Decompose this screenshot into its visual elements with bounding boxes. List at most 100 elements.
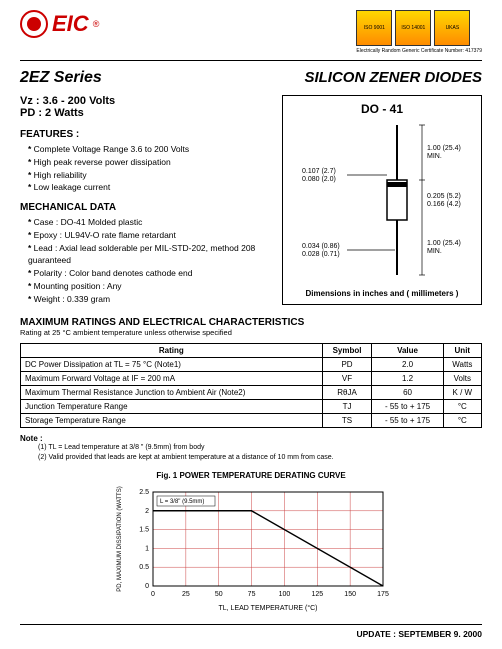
notes-list: (1) TL = Lead temperature at 3/8 " (9.5m… bbox=[20, 443, 482, 463]
logo-text: EIC bbox=[52, 11, 89, 37]
svg-text:0.166 (4.2): 0.166 (4.2) bbox=[427, 201, 461, 208]
content-row: Vz : 3.6 - 200 Volts PD : 2 Watts FEATUR… bbox=[20, 95, 482, 305]
left-column: Vz : 3.6 - 200 Volts PD : 2 Watts FEATUR… bbox=[20, 95, 270, 305]
svg-text:1.5: 1.5 bbox=[139, 526, 149, 533]
product-title: SILICON ZENER DIODES bbox=[304, 69, 482, 86]
cert-caption: Electrically Random Generic Certificate … bbox=[356, 48, 482, 54]
feature-item: Low leakage current bbox=[28, 181, 270, 194]
feature-item: High reliability bbox=[28, 169, 270, 182]
update-footer: UPDATE : SEPTEMBER 9. 2000 bbox=[20, 624, 482, 639]
svg-text:0.080 (2.0): 0.080 (2.0) bbox=[302, 176, 336, 183]
table-row: DC Power Dissipation at TL = 75 °C (Note… bbox=[21, 358, 482, 372]
svg-text:MIN.: MIN. bbox=[427, 153, 442, 160]
table-cell: °C bbox=[443, 414, 481, 428]
diode-outline-svg: 1.00 (25.4) MIN. 0.205 (5.2) 0.166 (4.2)… bbox=[292, 120, 472, 280]
series-name: 2EZ Series bbox=[20, 69, 102, 87]
table-cell: TJ bbox=[322, 400, 372, 414]
table-cell: - 55 to + 175 bbox=[372, 400, 443, 414]
logo-registered: ® bbox=[93, 19, 100, 29]
feature-item: High peak reverse power dissipation bbox=[28, 156, 270, 169]
svg-text:1.00 (25.4): 1.00 (25.4) bbox=[427, 240, 461, 247]
table-cell: VF bbox=[322, 372, 372, 386]
table-cell: Maximum Forward Voltage at IF = 200 mA bbox=[21, 372, 323, 386]
table-cell: Junction Temperature Range bbox=[21, 400, 323, 414]
table-cell: Watts bbox=[443, 358, 481, 372]
table-header-row: Rating Symbol Value Unit bbox=[21, 344, 482, 358]
svg-text:75: 75 bbox=[248, 591, 256, 598]
mechanical-heading: MECHANICAL DATA bbox=[20, 202, 270, 213]
package-diagram: DO - 41 1.00 (25.4) MIN. 0.205 (5.2) 0.1… bbox=[282, 95, 482, 305]
svg-text:TL, LEAD TEMPERATURE (°C): TL, LEAD TEMPERATURE (°C) bbox=[219, 604, 318, 612]
svg-text:0.028 (0.71): 0.028 (0.71) bbox=[302, 251, 340, 258]
dim-lead-len-top: 1.00 (25.4) bbox=[427, 145, 461, 152]
svg-text:50: 50 bbox=[215, 591, 223, 598]
table-row: Junction Temperature RangeTJ- 55 to + 17… bbox=[21, 400, 482, 414]
note-item: (2) Valid provided that leads are kept a… bbox=[38, 453, 482, 463]
features-heading: FEATURES : bbox=[20, 129, 270, 140]
mech-item: Lead : Axial lead solderable per MIL-STD… bbox=[28, 242, 270, 268]
package-name: DO - 41 bbox=[289, 102, 475, 116]
svg-text:100: 100 bbox=[279, 591, 291, 598]
svg-text:0.5: 0.5 bbox=[139, 564, 149, 571]
chart-svg: 025507510012515017500.511.522.5TL, LEAD … bbox=[111, 484, 391, 614]
table-cell: TS bbox=[322, 414, 372, 428]
svg-text:L = 3/8" (9.5mm): L = 3/8" (9.5mm) bbox=[160, 499, 204, 505]
col-symbol: Symbol bbox=[322, 344, 372, 358]
col-value: Value bbox=[372, 344, 443, 358]
table-cell: PD bbox=[322, 358, 372, 372]
table-cell: 1.2 bbox=[372, 372, 443, 386]
spec-vz: Vz : 3.6 - 200 Volts bbox=[20, 95, 270, 107]
spec-pd: PD : 2 Watts bbox=[20, 107, 270, 119]
derating-chart: 025507510012515017500.511.522.5TL, LEAD … bbox=[20, 484, 482, 614]
svg-text:0: 0 bbox=[145, 583, 149, 590]
col-rating: Rating bbox=[21, 344, 323, 358]
mech-item: Epoxy : UL94V-O rate flame retardant bbox=[28, 229, 270, 242]
diagram-caption: Dimensions in inches and ( millimeters ) bbox=[283, 289, 481, 298]
mech-item: Weight : 0.339 gram bbox=[28, 293, 270, 306]
table-cell: °C bbox=[443, 400, 481, 414]
title-row: 2EZ Series SILICON ZENER DIODES bbox=[20, 69, 482, 87]
svg-text:0.107 (2.7): 0.107 (2.7) bbox=[302, 168, 336, 175]
chart-title: Fig. 1 POWER TEMPERATURE DERATING CURVE bbox=[20, 471, 482, 480]
svg-text:MIN.: MIN. bbox=[427, 248, 442, 255]
svg-text:0: 0 bbox=[151, 591, 155, 598]
notes-heading: Note : bbox=[20, 434, 482, 443]
cert-badge: ISO 9001 bbox=[356, 10, 392, 46]
svg-text:2.5: 2.5 bbox=[139, 489, 149, 496]
svg-text:150: 150 bbox=[344, 591, 356, 598]
cert-badges: ISO 9001 ISO 14001 UKAS bbox=[356, 10, 482, 46]
page-header: EIC ® ISO 9001 ISO 14001 UKAS Electrical… bbox=[20, 10, 482, 61]
mechanical-list: Case : DO-41 Molded plastic Epoxy : UL94… bbox=[20, 216, 270, 305]
table-cell: Storage Temperature Range bbox=[21, 414, 323, 428]
svg-text:0.205 (5.2): 0.205 (5.2) bbox=[427, 193, 461, 200]
cert-area: ISO 9001 ISO 14001 UKAS Electrically Ran… bbox=[356, 10, 482, 54]
table-row: Maximum Forward Voltage at IF = 200 mAVF… bbox=[21, 372, 482, 386]
datasheet-page: EIC ® ISO 9001 ISO 14001 UKAS Electrical… bbox=[0, 0, 502, 649]
ratings-table: Rating Symbol Value Unit DC Power Dissip… bbox=[20, 343, 482, 428]
logo-mark bbox=[20, 10, 48, 38]
table-cell: DC Power Dissipation at TL = 75 °C (Note… bbox=[21, 358, 323, 372]
svg-text:1: 1 bbox=[145, 545, 149, 552]
key-specs: Vz : 3.6 - 200 Volts PD : 2 Watts bbox=[20, 95, 270, 119]
ratings-subheading: Rating at 25 °C ambient temperature unle… bbox=[20, 328, 482, 337]
svg-text:0.034 (0.86): 0.034 (0.86) bbox=[302, 243, 340, 250]
table-cell: Volts bbox=[443, 372, 481, 386]
table-cell: 2.0 bbox=[372, 358, 443, 372]
svg-text:25: 25 bbox=[182, 591, 190, 598]
cert-badge: UKAS bbox=[434, 10, 470, 46]
table-cell: - 55 to + 175 bbox=[372, 414, 443, 428]
ratings-heading: MAXIMUM RATINGS AND ELECTRICAL CHARACTER… bbox=[20, 317, 482, 328]
mech-item: Case : DO-41 Molded plastic bbox=[28, 216, 270, 229]
svg-text:PD, MAXIMUM DISSIPATION (WATTS: PD, MAXIMUM DISSIPATION (WATTS) bbox=[117, 486, 123, 591]
company-logo: EIC ® bbox=[20, 10, 99, 38]
cert-badge: ISO 14001 bbox=[395, 10, 431, 46]
note-item: (1) TL = Lead temperature at 3/8 " (9.5m… bbox=[38, 443, 482, 453]
col-unit: Unit bbox=[443, 344, 481, 358]
table-row: Maximum Thermal Resistance Junction to A… bbox=[21, 386, 482, 400]
mech-item: Mounting position : Any bbox=[28, 280, 270, 293]
feature-item: Complete Voltage Range 3.6 to 200 Volts bbox=[28, 143, 270, 156]
table-row: Storage Temperature RangeTS- 55 to + 175… bbox=[21, 414, 482, 428]
table-cell: 60 bbox=[372, 386, 443, 400]
features-list: Complete Voltage Range 3.6 to 200 Volts … bbox=[20, 143, 270, 194]
table-cell: K / W bbox=[443, 386, 481, 400]
